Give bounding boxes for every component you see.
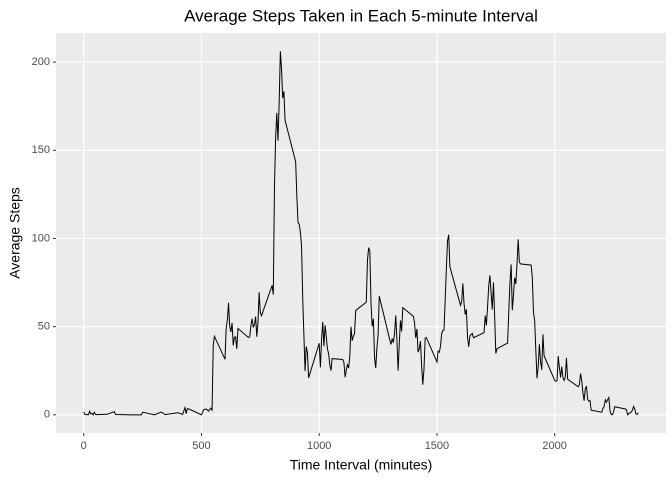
x-tick-label: 500 xyxy=(192,440,210,452)
x-tick-label: 1000 xyxy=(307,440,331,452)
y-tick-label: 100 xyxy=(32,232,50,244)
y-tick-label: 200 xyxy=(32,56,50,68)
y-axis-title: Average Steps xyxy=(7,187,23,279)
x-tick-label: 1500 xyxy=(425,440,449,452)
x-tick-label: 2000 xyxy=(542,440,566,452)
y-tick-label: 0 xyxy=(44,409,50,421)
x-axis-title: Time Interval (minutes) xyxy=(290,457,433,473)
chart-title: Average Steps Taken in Each 5-minute Int… xyxy=(184,6,538,25)
panel xyxy=(56,33,666,433)
line xyxy=(83,51,639,416)
y-tick-label: 50 xyxy=(38,321,50,333)
x-tick-label: 0 xyxy=(81,440,87,452)
y-tick-label: 150 xyxy=(32,144,50,156)
